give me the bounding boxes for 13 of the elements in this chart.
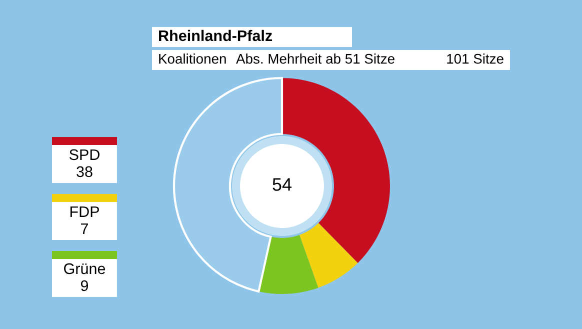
donut-slice bbox=[299, 223, 358, 288]
data-label: 9 bbox=[80, 280, 88, 292]
data-label: 7 bbox=[81, 223, 88, 234]
chart-title: Rheinland-Pfalz bbox=[159, 30, 272, 42]
text: 54 bbox=[272, 178, 292, 191]
chart-subtitle: Koalitionen bbox=[159, 54, 226, 64]
text: Abs. Mehrheit ab 51 Sitze bbox=[236, 54, 394, 64]
data-label: 38 bbox=[76, 166, 92, 178]
legend-label: Grüne bbox=[64, 263, 106, 274]
legend-label: FDP bbox=[70, 206, 99, 217]
donut-slice bbox=[258, 234, 318, 294]
text: 101 Sitze bbox=[447, 54, 504, 64]
legend-label: SPD bbox=[69, 149, 100, 160]
